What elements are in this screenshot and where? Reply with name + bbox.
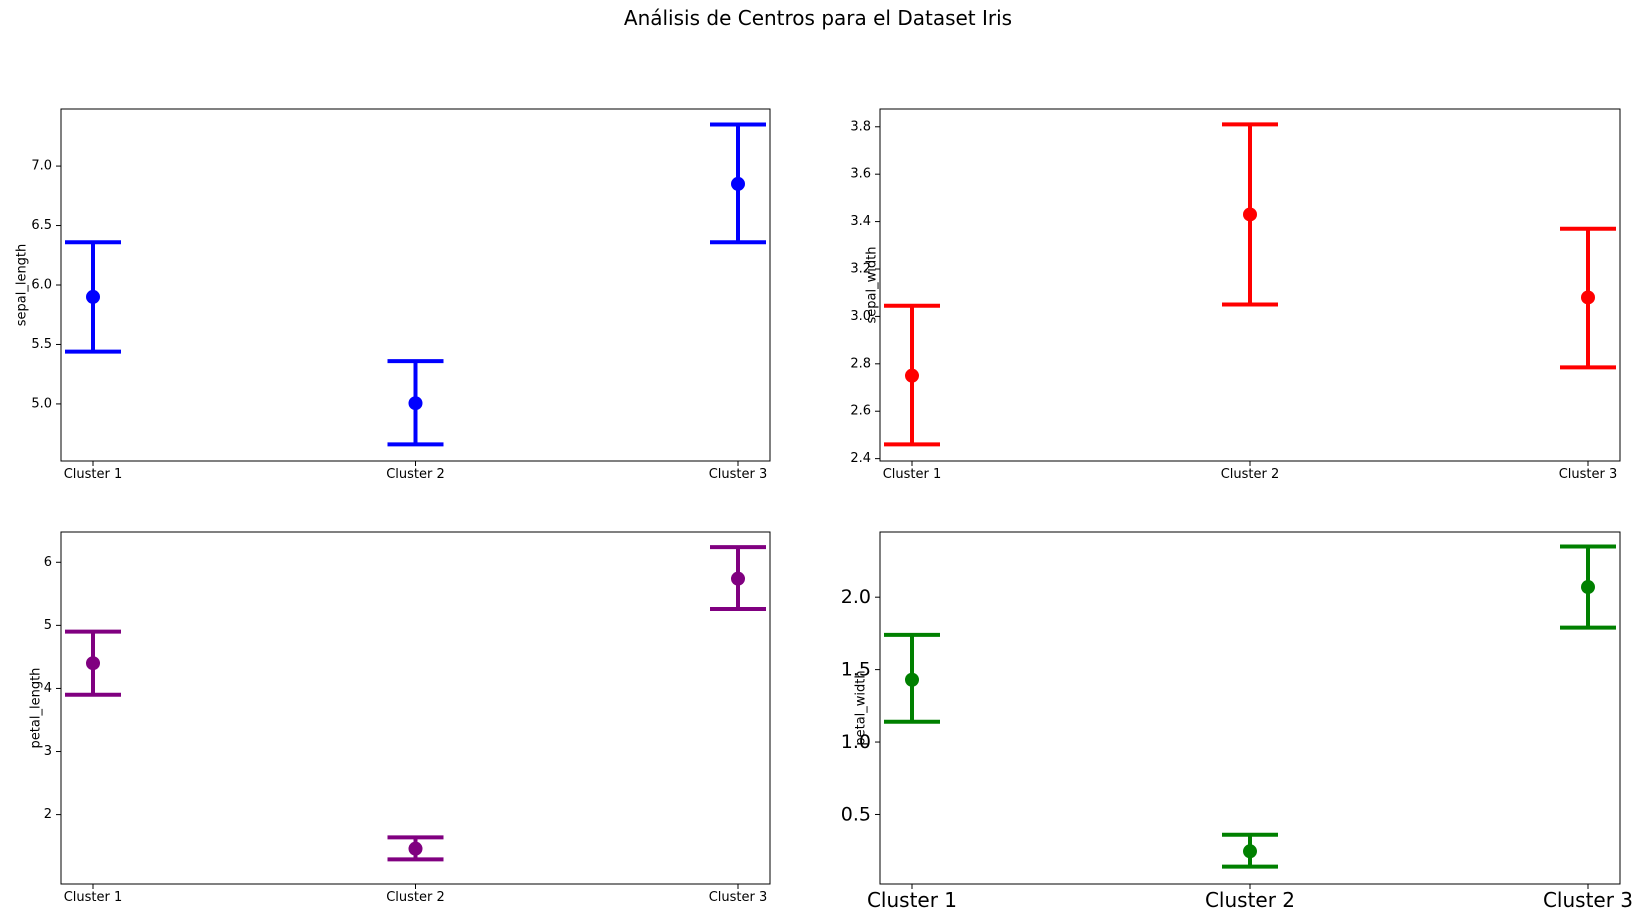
y-tick-label: 3.8 (850, 119, 871, 134)
x-tick-label: Cluster 2 (386, 467, 445, 482)
axes-frame (879, 531, 1621, 885)
y-tick-label: 6.0 (31, 278, 52, 293)
center-point (1581, 580, 1595, 595)
axes-frame (60, 531, 771, 885)
center-point (86, 656, 100, 671)
y-tick-label: 1.5 (841, 659, 871, 681)
y-tick-label: 3 (44, 744, 52, 759)
y-tick-label: 3.6 (850, 167, 871, 182)
x-tick-label: Cluster 3 (709, 467, 768, 482)
y-tick-label: 2.6 (850, 404, 871, 419)
center-point (731, 571, 745, 586)
x-tick-label: Cluster 3 (1559, 467, 1618, 482)
y-tick-label: 2.8 (850, 356, 871, 371)
x-tick-label: Cluster 2 (1205, 888, 1295, 912)
x-tick-label: Cluster 3 (709, 890, 768, 905)
y-tick-label: 4 (44, 681, 52, 696)
subplot-petal-length: 2 3 4 5 6 Cluster 1 Cluster 2 Cluster 3 petal_le… (29, 531, 771, 905)
x-tick-label: Cluster 2 (386, 890, 445, 905)
x-tick-label: Cluster 1 (64, 467, 123, 482)
center-point (1243, 207, 1257, 222)
center-point (408, 396, 423, 411)
subplot-petal-width: 0.5 1.0 1.5 2.0 Cluster 1 Cluster 2 Cluster 3 p… (841, 531, 1633, 912)
y-tick-label: 1.0 (841, 731, 871, 753)
y-tick-label: 7.0 (31, 159, 52, 174)
y-tick-label: 6.5 (31, 218, 52, 233)
x-tick-label: Cluster 3 (1543, 888, 1633, 912)
y-tick-label: 6 (44, 555, 52, 570)
center-point (1243, 844, 1257, 859)
y-tick-label: 2 (44, 807, 52, 822)
y-tick-label: 3.2 (850, 262, 871, 277)
center-point (86, 289, 100, 304)
x-tick-label: Cluster 1 (64, 890, 123, 905)
y-tick-label: 5 (44, 618, 52, 633)
y-tick-label: 2.4 (850, 451, 871, 466)
center-point (905, 368, 919, 383)
center-point (408, 841, 423, 856)
y-axis-label: petal_width (854, 670, 869, 745)
subplot-sepal-length: 5.0 5.5 6.0 6.5 7.0 Cluster 1 Cluster 2 Cluster… (15, 108, 771, 482)
figure-title: Análisis de Centros para el Dataset Iris (623, 6, 1013, 30)
y-tick-label: 3.4 (850, 214, 871, 229)
y-tick-label: 0.5 (841, 803, 871, 825)
y-tick-label: 5.5 (31, 337, 52, 352)
center-point (731, 176, 745, 191)
y-axis-label: sepal_length (15, 244, 30, 327)
y-tick-label: 5.0 (31, 396, 52, 411)
y-tick-label: 3.0 (850, 309, 871, 324)
x-tick-label: Cluster 2 (1221, 467, 1280, 482)
x-tick-label: Cluster 1 (883, 467, 942, 482)
y-axis-label: petal_length (29, 668, 44, 749)
center-point (1581, 290, 1595, 305)
x-tick-label: Cluster 1 (867, 888, 957, 912)
center-point (905, 672, 919, 687)
subplot-sepal-width: 2.4 2.6 2.8 3.0 3.2 3.4 3.6 3.8 Cluster 1 Cluster… (850, 108, 1621, 482)
y-tick-label: 2.0 (841, 586, 871, 608)
y-axis-label: sepal_width (865, 247, 880, 324)
